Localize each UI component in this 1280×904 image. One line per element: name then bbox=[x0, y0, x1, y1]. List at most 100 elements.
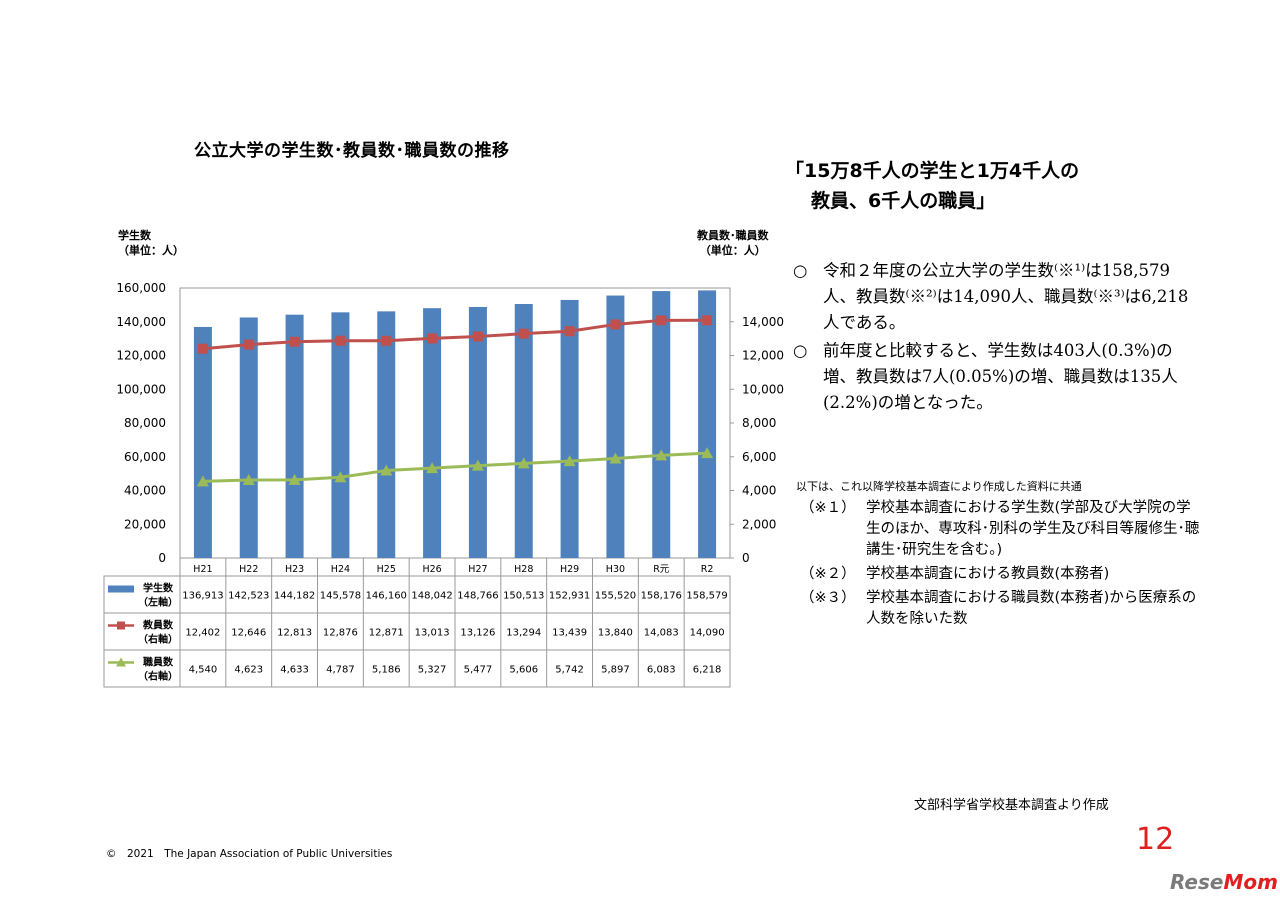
brand-main: Rese bbox=[1170, 870, 1224, 894]
table-cell-value: 4,787 bbox=[326, 665, 355, 676]
category-label: H21 bbox=[193, 564, 212, 575]
category-label: R2 bbox=[701, 564, 714, 575]
table-cell-value: 150,513 bbox=[503, 591, 544, 602]
legend-key bbox=[108, 585, 134, 593]
bar bbox=[423, 308, 442, 558]
table-cell-value: 155,520 bbox=[595, 591, 636, 602]
left-axis-tick-label: 140,000 bbox=[116, 315, 166, 329]
table-cell-value: 136,913 bbox=[182, 591, 223, 602]
right-axis-tick-label: 10,000 bbox=[742, 382, 784, 396]
bullet-mark: ○ bbox=[793, 261, 808, 280]
bar bbox=[468, 306, 487, 558]
left-axis-label-line1: 学生数 bbox=[118, 229, 151, 242]
legend-series-name: 職員数 bbox=[143, 656, 174, 669]
series-point bbox=[471, 459, 484, 471]
summary-text: 前年度と比較すると、学生数は403人(0.3%)の増、教員数は7人(0.05%)… bbox=[823, 341, 1178, 412]
copyright: © 2021 The Japan Association of Public U… bbox=[106, 848, 393, 860]
bullet-mark: ○ bbox=[793, 341, 808, 360]
legend-series-name: 学生数 bbox=[143, 582, 174, 595]
category-label: H25 bbox=[377, 564, 396, 575]
table-cell-value: 12,813 bbox=[277, 628, 312, 639]
footnote-label: （※３） bbox=[800, 590, 856, 606]
left-axis-label-line2: （単位：人） bbox=[118, 244, 184, 257]
category-label: H27 bbox=[468, 564, 487, 575]
right-axis-tick-label: 6,000 bbox=[742, 450, 776, 464]
category-label: H23 bbox=[285, 564, 304, 575]
table-cell-value: 13,126 bbox=[460, 628, 495, 639]
footnotes: （※１） 学校基本調査における学生数(学部及び大学院の学生のほか、専攻科･別科の… bbox=[800, 498, 1200, 633]
table-cell-value: 6,083 bbox=[647, 665, 676, 676]
legend-axis-note: （右軸） bbox=[138, 633, 178, 646]
left-axis-tick-label: 100,000 bbox=[116, 382, 166, 396]
category-label: H28 bbox=[514, 564, 533, 575]
summary-text: 令和２年度の公立大学の学生数⁽※¹⁾は158,579人、教員数⁽※²⁾は14,0… bbox=[823, 261, 1189, 332]
series-point bbox=[381, 335, 392, 346]
plot-area bbox=[179, 287, 731, 559]
table-cell-value: 145,578 bbox=[320, 591, 361, 602]
series-point bbox=[563, 455, 576, 467]
category-label: H24 bbox=[331, 564, 350, 575]
table-cell-value: 5,186 bbox=[372, 665, 401, 676]
series-point bbox=[289, 336, 300, 347]
bar bbox=[514, 304, 533, 558]
footnote-text: 学校基本調査における教員数(本務者) bbox=[866, 566, 1110, 582]
table-cell-value: 13,840 bbox=[598, 628, 633, 639]
right-axis-tick-label: 0 bbox=[742, 551, 750, 565]
headline: 「15万8千人の学生と1万4千人の 教員、6千人の職員」 bbox=[785, 156, 1079, 216]
table-cell-value: 158,176 bbox=[641, 591, 682, 602]
table-cell-value: 4,633 bbox=[280, 665, 309, 676]
left-axis-tick-label: 0 bbox=[158, 551, 166, 565]
table-cell-value: 5,477 bbox=[464, 665, 493, 676]
source-note: 文部科学省学校基本調査より作成 bbox=[914, 798, 1109, 813]
left-axis-label: 学生数 （単位：人） bbox=[118, 228, 184, 258]
table-cell-value: 6,218 bbox=[693, 665, 722, 676]
table-cell-value: 13,439 bbox=[552, 628, 587, 639]
table-cell-value: 13,013 bbox=[415, 628, 450, 639]
category-label: H26 bbox=[422, 564, 441, 575]
left-axis-tick-label: 20,000 bbox=[124, 517, 166, 531]
series-point bbox=[426, 462, 439, 474]
table-cell-value: 5,606 bbox=[509, 665, 538, 676]
footnote-label: （※２） bbox=[800, 566, 856, 582]
footnote: （※２） 学校基本調査における教員数(本務者) bbox=[800, 564, 1200, 585]
headline-line2: 教員、6千人の職員」 bbox=[811, 190, 996, 212]
right-axis-tick-label: 12,000 bbox=[742, 349, 784, 363]
category-label: R元 bbox=[653, 564, 670, 575]
category-label: H22 bbox=[239, 564, 258, 575]
table-cell-value: 142,523 bbox=[228, 591, 269, 602]
series-point bbox=[243, 339, 254, 350]
right-axis-tick-label: 8,000 bbox=[742, 416, 776, 430]
table-cell-value: 14,090 bbox=[690, 628, 725, 639]
series-point bbox=[288, 473, 301, 485]
table-cell-value: 146,160 bbox=[366, 591, 407, 602]
series-point bbox=[242, 473, 255, 485]
brand-logo: ReseMom bbox=[1170, 870, 1278, 894]
series-point bbox=[656, 315, 667, 326]
bar bbox=[239, 317, 258, 558]
right-axis-label-line1: 教員数･職員数 bbox=[697, 229, 769, 242]
table-cell-value: 5,897 bbox=[601, 665, 630, 676]
series-point bbox=[655, 449, 668, 461]
right-axis-label: 教員数･職員数 （単位：人） bbox=[697, 228, 769, 258]
summary: ○ 令和２年度の公立大学の学生数⁽※¹⁾は158,579人、教員数⁽※²⁾は14… bbox=[793, 258, 1193, 418]
series-point bbox=[609, 452, 622, 464]
footnote: （※３） 学校基本調査における職員数(本務者)から医療系の人数を除いた数 bbox=[800, 588, 1200, 630]
left-axis-tick-label: 80,000 bbox=[124, 416, 166, 430]
right-axis-label-line2: （単位：人） bbox=[699, 244, 766, 257]
right-axis-tick-label: 4,000 bbox=[742, 484, 776, 498]
legend-series-name: 教員数 bbox=[142, 619, 174, 632]
brand-accent: Mom bbox=[1223, 870, 1278, 894]
summary-item: ○ 前年度と比較すると、学生数は403人(0.3%)の増、教員数は7人(0.05… bbox=[793, 338, 1193, 416]
footnote: （※１） 学校基本調査における学生数(学部及び大学院の学生のほか、専攻科･別科の… bbox=[800, 498, 1200, 561]
data-table bbox=[103, 575, 731, 688]
series-point bbox=[610, 319, 621, 330]
left-axis-tick-label: 60,000 bbox=[124, 450, 166, 464]
bar bbox=[331, 312, 350, 558]
table-cell-value: 4,540 bbox=[189, 665, 218, 676]
table-cell-value: 5,742 bbox=[555, 665, 584, 676]
series-point bbox=[518, 328, 529, 339]
table-cell-value: 4,623 bbox=[234, 665, 263, 676]
left-axis-tick-label: 160,000 bbox=[116, 281, 166, 295]
bar bbox=[377, 311, 396, 558]
